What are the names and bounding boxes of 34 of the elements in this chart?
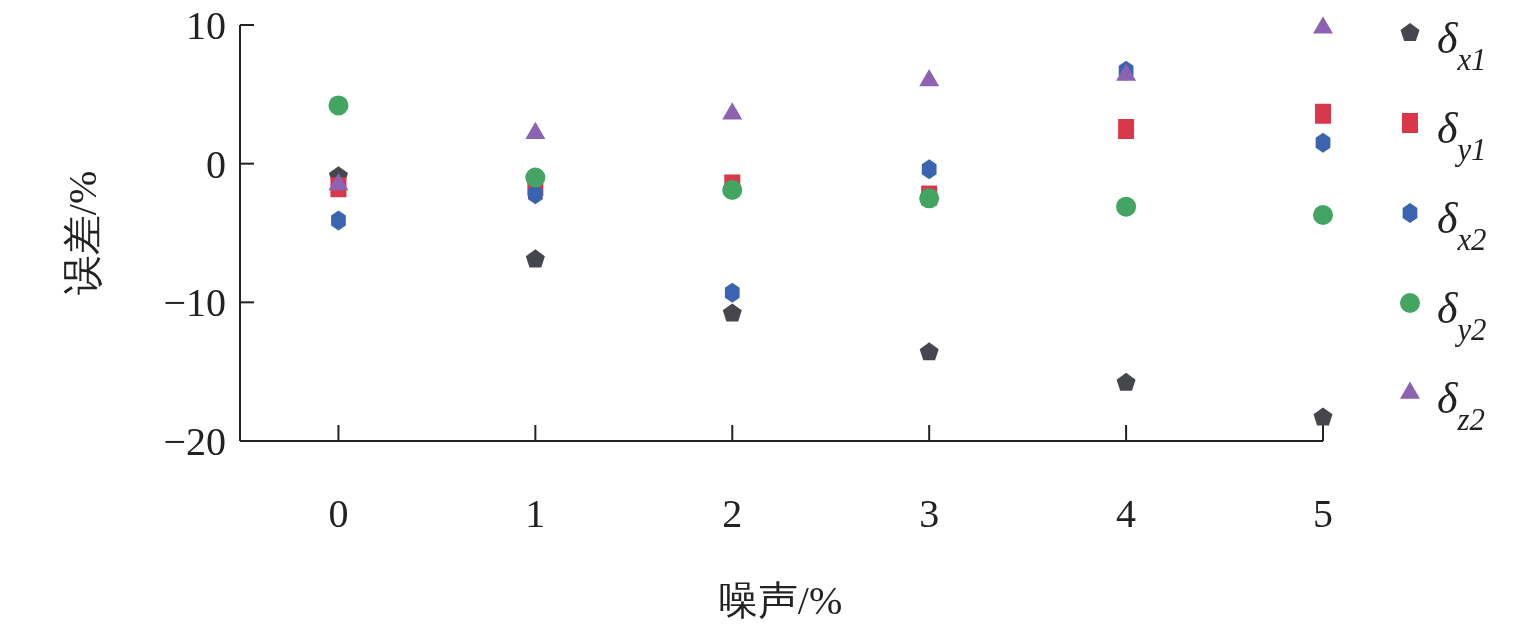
point bbox=[921, 159, 937, 180]
legend-label: δ$_{z2}$ bbox=[1437, 374, 1485, 437]
point bbox=[1116, 196, 1137, 217]
point bbox=[722, 180, 743, 200]
point bbox=[1116, 372, 1136, 391]
point bbox=[1118, 119, 1135, 139]
point bbox=[1315, 103, 1331, 124]
legend-label: δ$_{x1}$ bbox=[1437, 14, 1487, 77]
point bbox=[724, 282, 740, 303]
point bbox=[331, 210, 346, 231]
y-axis-title: 误差/% bbox=[60, 170, 105, 296]
point bbox=[525, 249, 545, 268]
point bbox=[328, 95, 349, 116]
y-tick-label: 10 bbox=[186, 3, 226, 48]
x-tick-label: 5 bbox=[1313, 491, 1333, 536]
legend-label: δ$_{y1}$ bbox=[1437, 104, 1487, 167]
x-tick-label: 0 bbox=[328, 491, 349, 536]
y-tick-label: −10 bbox=[163, 280, 226, 326]
point bbox=[525, 167, 546, 188]
legend-label: δ$_{x2}$ bbox=[1437, 194, 1487, 257]
x-axis-title: 噪声/% bbox=[717, 578, 843, 623]
point bbox=[1313, 407, 1333, 426]
x-tick-label: 1 bbox=[525, 491, 546, 536]
legend-label: δ$_{y2}$ bbox=[1437, 284, 1487, 347]
point bbox=[1315, 132, 1331, 153]
x-tick-label: 2 bbox=[722, 491, 743, 536]
point bbox=[722, 303, 742, 322]
y-tick-label: −20 bbox=[163, 419, 226, 464]
x-tick-label: 3 bbox=[919, 491, 940, 536]
point bbox=[1313, 204, 1333, 225]
point bbox=[528, 184, 543, 205]
x-tick-label: 4 bbox=[1116, 491, 1137, 536]
y-tick-label: 0 bbox=[206, 141, 226, 187]
point bbox=[919, 342, 939, 361]
